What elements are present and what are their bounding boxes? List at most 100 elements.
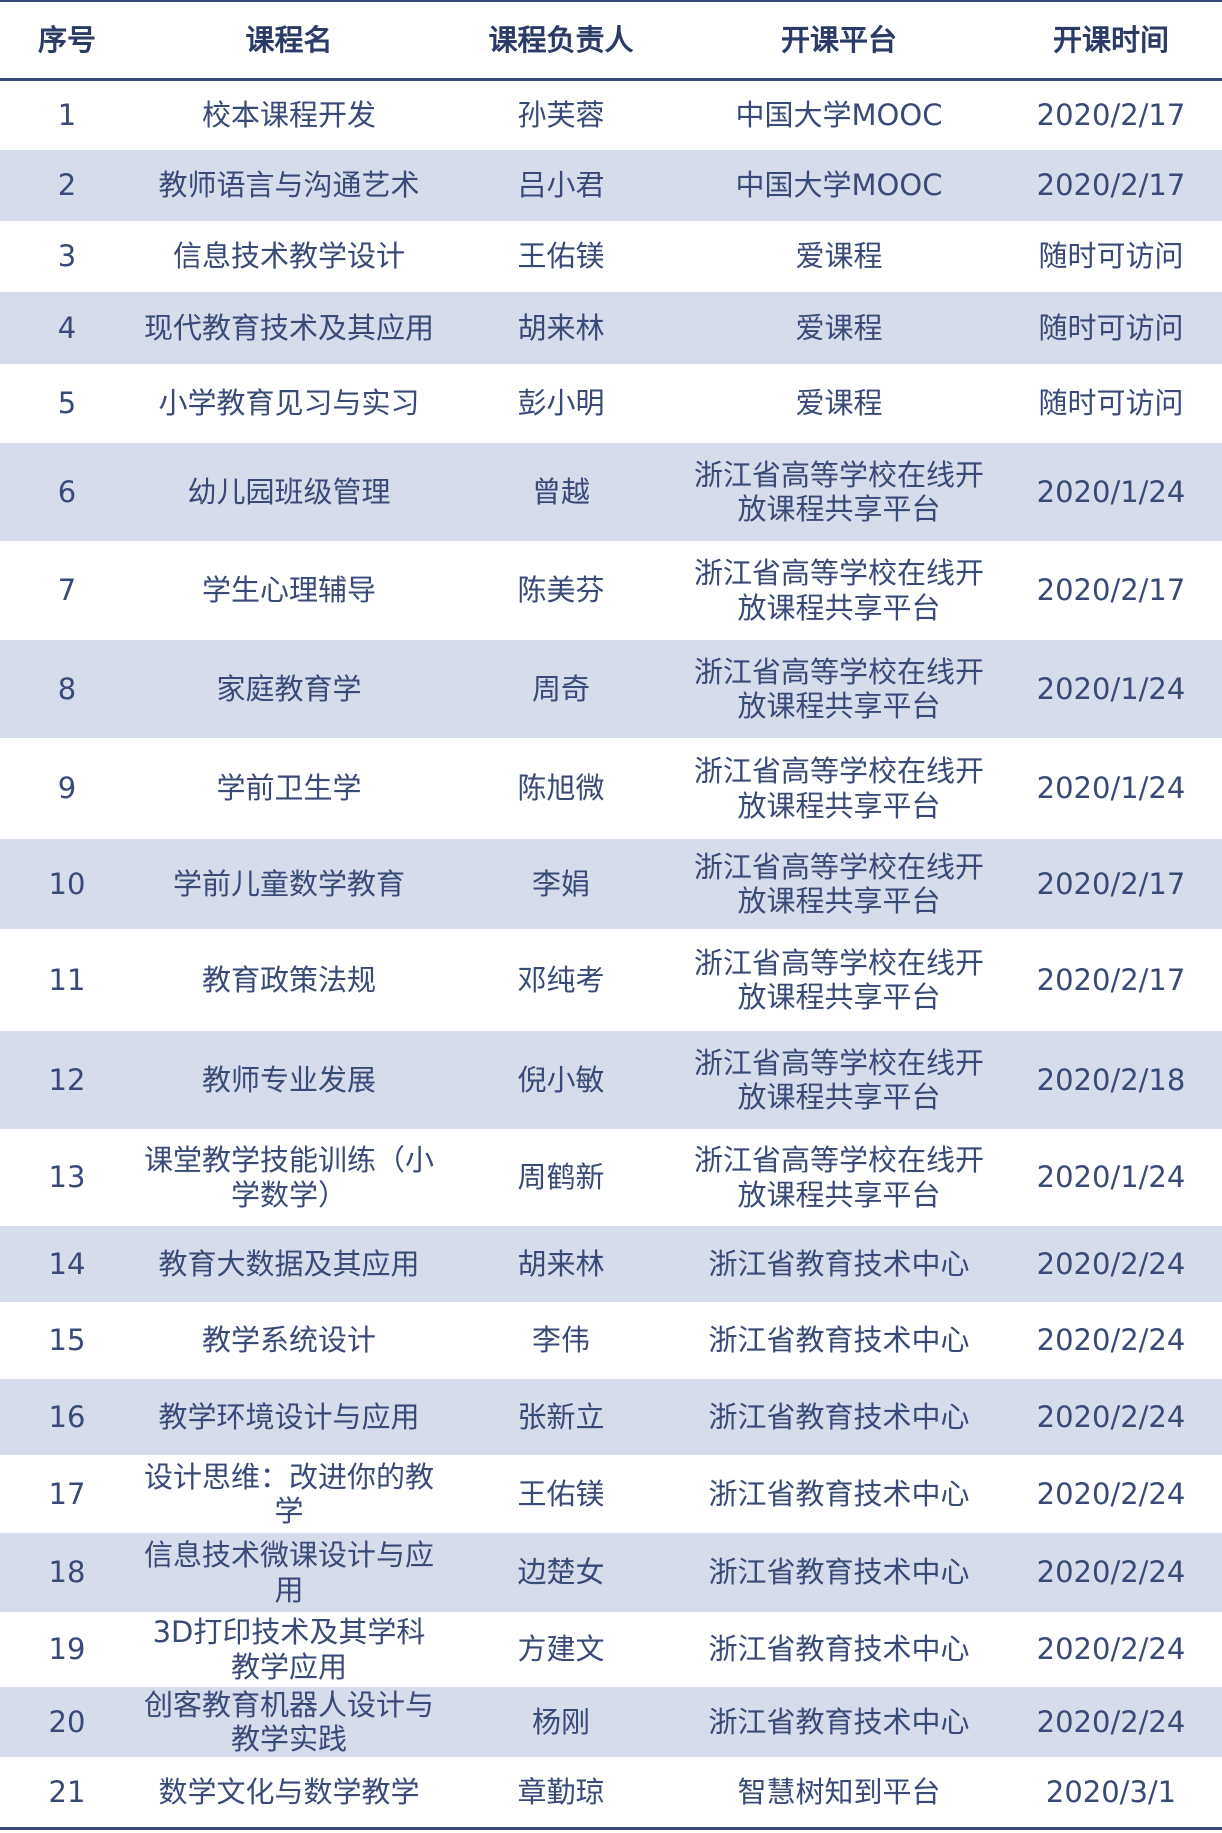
table-cell: 章勤琼	[444, 1757, 678, 1830]
table-cell: 2020/2/17	[1036, 98, 1186, 133]
table-row: 19 3D打印技术及其学科教学应用 方建文 浙江省教育技术中心 2020/2/24	[0, 1612, 1222, 1687]
table-cell: 2020/2/24	[1000, 1687, 1222, 1757]
table-cell: 浙江省高等学校在线开放课程共享平台	[678, 443, 1000, 541]
table-cell: 创客教育机器人设计与教学实践	[134, 1687, 444, 1757]
table-row: 6 幼儿园班级管理 曾越 浙江省高等学校在线开放课程共享平台 2020/1/24	[0, 443, 1222, 541]
table-cell: 教师语言与沟通艺术	[134, 150, 444, 221]
table-cell: 王佑镁	[517, 1476, 605, 1511]
table-cell: 随时可访问	[1038, 239, 1184, 274]
table-row: 1 校本课程开发 孙芙蓉 中国大学MOOC 2020/2/17	[0, 79, 1222, 150]
table-row: 4 现代教育技术及其应用 胡来林 爱课程 随时可访问	[0, 292, 1222, 364]
table-cell: 浙江省教育技术中心	[678, 1687, 1000, 1757]
table-cell: 5	[57, 386, 77, 421]
table-cell: 信息技术教学设计	[172, 239, 405, 274]
table-cell: 数学文化与数学教学	[134, 1757, 444, 1830]
table-cell: 胡来林	[444, 292, 678, 364]
table-cell: 浙江省高等学校在线开放课程共享平台	[693, 945, 984, 1014]
table-cell: 王佑镁	[517, 239, 605, 274]
table-cell: 信息技术微课设计与应用	[134, 1533, 444, 1612]
table-cell: 周鹤新	[517, 1160, 605, 1195]
table-cell: 浙江省教育技术中心	[708, 1476, 970, 1511]
table-cell: 爱课程	[678, 292, 1000, 364]
table-cell: 浙江省高等学校在线开放课程共享平台	[678, 640, 1000, 738]
header-cell: 开课平台	[678, 0, 1000, 81]
table-cell: 学生心理辅导	[201, 573, 376, 608]
table-cell: 2020/2/24	[1036, 1323, 1186, 1358]
table-cell: 浙江省教育技术中心	[708, 1632, 970, 1667]
table-row: 13 课堂教学技能训练（小学数学） 周鹤新 浙江省高等学校在线开放课程共享平台 2020…	[0, 1129, 1222, 1226]
table-cell: 周奇	[444, 640, 678, 738]
table-cell: 2020/2/24	[1000, 1379, 1222, 1455]
table-cell: 3D打印技术及其学科教学应用	[152, 1615, 426, 1684]
table-cell: 小学教育见习与实习	[158, 386, 420, 421]
table-cell: 中国大学MOOC	[735, 98, 943, 133]
table-cell: 校本课程开发	[201, 98, 376, 133]
header-cell: 课程名	[134, 0, 444, 81]
table-cell: 20	[0, 1687, 134, 1757]
table-cell: 18	[0, 1533, 134, 1612]
table-cell: 爱课程	[795, 386, 883, 421]
table-cell: 教师专业发展	[134, 1031, 444, 1129]
table-cell: 10	[0, 839, 134, 929]
table-row: 5 小学教育见习与实习 彭小明 爱课程 随时可访问	[0, 364, 1222, 443]
table-cell: 2020/2/24	[1036, 1476, 1186, 1511]
table-row: 11 教育政策法规 邓纯考 浙江省高等学校在线开放课程共享平台 2020/2/17	[0, 929, 1222, 1031]
table-cell: 12	[0, 1031, 134, 1129]
table-cell: 智慧树知到平台	[678, 1757, 1000, 1830]
header-cell: 序号	[0, 0, 134, 81]
table-cell: 学前卫生学	[216, 771, 362, 806]
table-cell: 吕小君	[444, 150, 678, 221]
table-cell: 方建文	[517, 1632, 605, 1667]
table-cell: 2020/2/24	[1036, 1632, 1186, 1667]
header-cell: 课程负责人	[444, 0, 678, 81]
table-cell: 学前儿童数学教育	[134, 839, 444, 929]
table-cell: 浙江省教育技术中心	[678, 1533, 1000, 1612]
table-cell: 2	[0, 150, 134, 221]
table-cell: 14	[0, 1226, 134, 1302]
table-row: 8 家庭教育学 周奇 浙江省高等学校在线开放课程共享平台 2020/1/24	[0, 640, 1222, 738]
table-cell: 爱课程	[795, 239, 883, 274]
table-cell: 浙江省高等学校在线开放课程共享平台	[693, 754, 984, 823]
header-cell: 开课时间	[1000, 0, 1222, 81]
table-cell: 浙江省高等学校在线开放课程共享平台	[678, 839, 1000, 929]
table-row: 2 教师语言与沟通艺术 吕小君 中国大学MOOC 2020/2/17	[0, 150, 1222, 221]
table-cell: 2020/2/18	[1000, 1031, 1222, 1129]
table-body: 1 校本课程开发 孙芙蓉 中国大学MOOC 2020/2/17 2 教师语言与沟通艺术 吕小君…	[0, 79, 1222, 1830]
table-row: 14 教育大数据及其应用 胡来林 浙江省教育技术中心 2020/2/24	[0, 1226, 1222, 1302]
table-cell: 浙江省教育技术中心	[708, 1323, 970, 1358]
table-cell: 2020/1/24	[1000, 443, 1222, 541]
table-cell: 浙江省教育技术中心	[678, 1379, 1000, 1455]
table-cell: 15	[48, 1323, 86, 1358]
table-cell: 8	[0, 640, 134, 738]
header-row: 序号 课程名 课程负责人 开课平台 开课时间	[0, 0, 1222, 81]
table-cell: 2020/1/24	[1000, 640, 1222, 738]
table-cell: 浙江省高等学校在线开放课程共享平台	[693, 556, 984, 625]
table-cell: 13	[48, 1160, 86, 1195]
table-cell: 21	[0, 1757, 134, 1830]
table-cell: 19	[48, 1632, 86, 1667]
table-cell: 2020/2/17	[1036, 962, 1186, 997]
table-cell: 3	[57, 239, 77, 274]
table-cell: 7	[57, 573, 77, 608]
table-row: 21 数学文化与数学教学 章勤琼 智慧树知到平台 2020/3/1	[0, 1757, 1222, 1830]
table-cell: 11	[48, 962, 86, 997]
table-row: 9 学前卫生学 陈旭微 浙江省高等学校在线开放课程共享平台 2020/1/24	[0, 738, 1222, 839]
table-cell: 邓纯考	[517, 962, 605, 997]
table-cell: 随时可访问	[1038, 386, 1184, 421]
table-cell: 9	[57, 771, 77, 806]
table-cell: 6	[0, 443, 134, 541]
table-cell: 2020/2/17	[1036, 573, 1186, 608]
table-cell: 4	[0, 292, 134, 364]
table-cell: 2020/2/24	[1000, 1533, 1222, 1612]
table-cell: 1	[57, 98, 77, 133]
table-row: 3 信息技术教学设计 王佑镁 爱课程 随时可访问	[0, 221, 1222, 292]
table-row: 20 创客教育机器人设计与教学实践 杨刚 浙江省教育技术中心 2020/2/24	[0, 1687, 1222, 1757]
table-row: 7 学生心理辅导 陈美芬 浙江省高等学校在线开放课程共享平台 2020/2/17	[0, 541, 1222, 640]
table-row: 12 教师专业发展 倪小敏 浙江省高等学校在线开放课程共享平台 2020/2/18	[0, 1031, 1222, 1129]
table-cell: 杨刚	[444, 1687, 678, 1757]
table-row: 10 学前儿童数学教育 李娟 浙江省高等学校在线开放课程共享平台 2020/2/17	[0, 839, 1222, 929]
table-cell: 胡来林	[444, 1226, 678, 1302]
table-cell: 倪小敏	[444, 1031, 678, 1129]
